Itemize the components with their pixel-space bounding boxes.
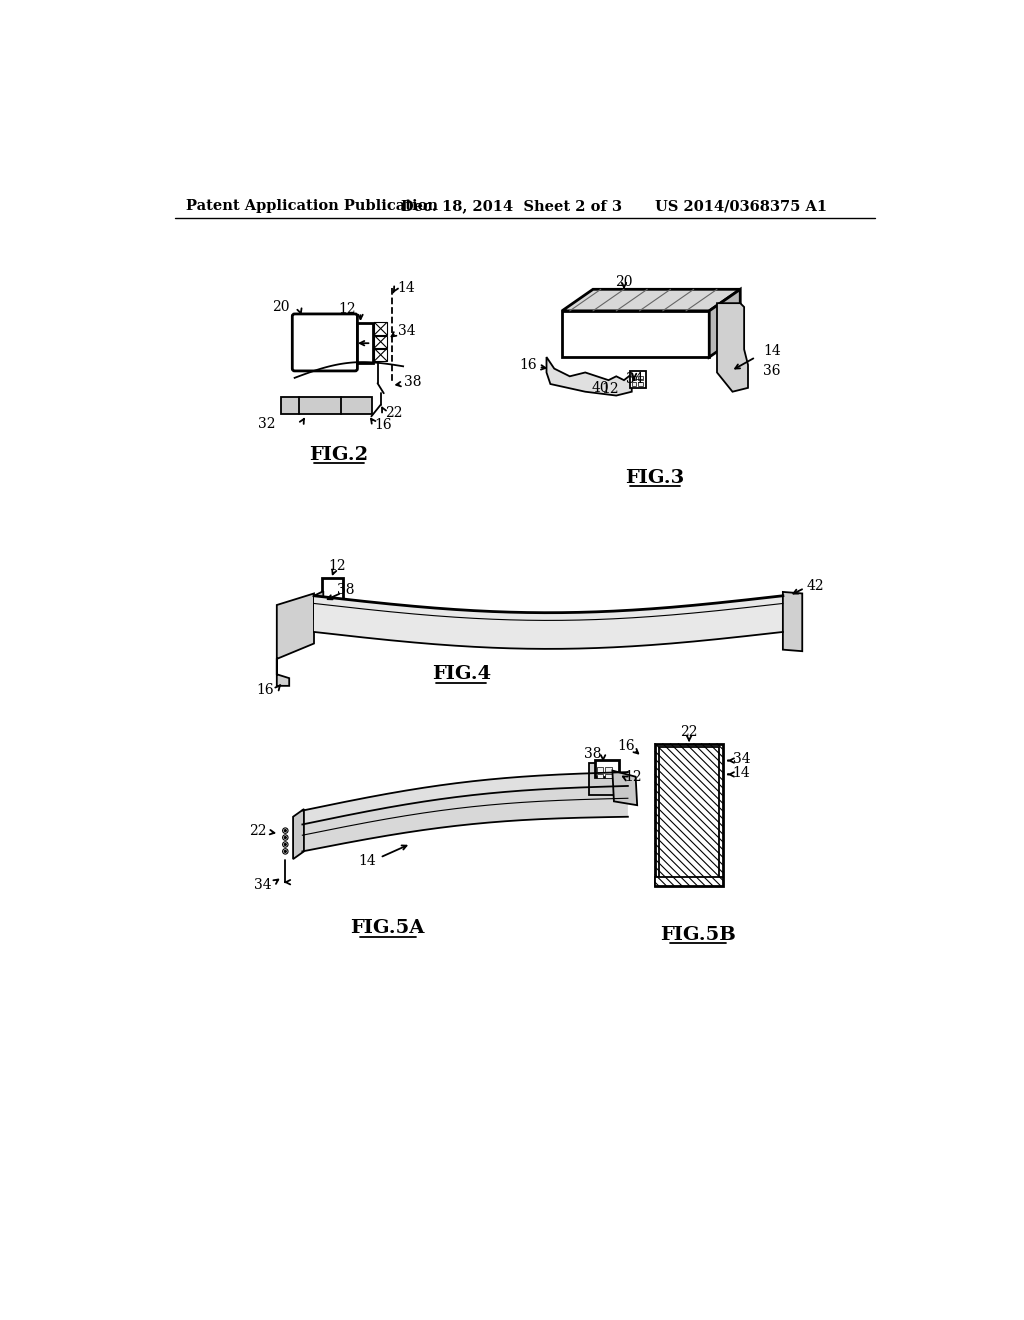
Text: US 2014/0368375 A1: US 2014/0368375 A1 [655,199,827,213]
Polygon shape [562,289,740,312]
Text: 16: 16 [617,739,635,752]
Polygon shape [302,772,628,825]
Text: 38: 38 [585,747,602,760]
Text: Patent Application Publication: Patent Application Publication [186,199,438,213]
Circle shape [283,849,288,854]
Text: 42: 42 [806,578,823,593]
Text: Dec. 18, 2014  Sheet 2 of 3: Dec. 18, 2014 Sheet 2 of 3 [400,199,622,213]
Bar [595,760,618,776]
Circle shape [285,850,287,853]
Text: 36: 36 [764,364,781,378]
Bar [281,397,372,414]
Polygon shape [314,591,324,619]
Bar [658,747,719,882]
Bar [632,376,636,380]
Bar [605,774,611,779]
Text: FIG.5A: FIG.5A [350,920,425,937]
Polygon shape [276,594,314,686]
Text: 34: 34 [398,323,416,338]
Polygon shape [612,771,637,805]
Bar [597,767,603,772]
Bar [638,381,643,387]
Text: 34: 34 [254,878,271,891]
Bar [589,763,616,795]
Polygon shape [710,289,740,358]
Text: 12: 12 [338,301,356,315]
Text: 14: 14 [397,281,416,294]
Text: 32: 32 [258,417,275,432]
Circle shape [285,843,287,845]
Text: 34: 34 [732,752,751,766]
Bar [375,335,387,348]
Text: 12: 12 [601,383,618,396]
Text: 16: 16 [375,418,392,432]
Polygon shape [562,312,710,358]
Bar [375,348,387,360]
Polygon shape [717,304,748,392]
Bar [655,743,723,886]
Text: FIG.3: FIG.3 [626,469,685,487]
Polygon shape [783,591,802,651]
Bar [638,376,643,380]
Bar [605,767,611,772]
Text: 20: 20 [271,300,289,314]
Text: 20: 20 [615,275,633,289]
Polygon shape [293,809,304,859]
Circle shape [283,828,288,833]
Text: 12: 12 [624,770,642,784]
Text: 22: 22 [249,824,266,838]
Bar [375,322,387,335]
FancyBboxPatch shape [292,314,357,371]
Bar [655,876,723,886]
Text: FIG.5B: FIG.5B [659,925,735,944]
Text: 16: 16 [519,358,537,372]
Circle shape [283,842,288,847]
Bar [597,774,603,779]
Text: 14: 14 [358,854,376,869]
Text: 22: 22 [385,407,402,420]
Bar [357,323,373,363]
Circle shape [285,837,287,838]
Text: 22: 22 [680,725,697,739]
Bar [630,371,646,388]
Bar [322,578,343,599]
Text: FIG.2: FIG.2 [309,446,369,463]
Text: 40: 40 [592,381,609,395]
Text: 14: 14 [764,345,781,358]
Text: 16: 16 [256,682,273,697]
Text: 38: 38 [403,375,422,388]
Polygon shape [547,358,632,396]
Circle shape [283,834,288,841]
Polygon shape [314,595,783,649]
Polygon shape [302,785,628,851]
Text: 12: 12 [328,560,345,573]
Text: 38: 38 [337,582,354,597]
Text: 34: 34 [627,372,644,385]
Text: FIG.4: FIG.4 [432,665,490,684]
Circle shape [285,830,287,832]
Text: 14: 14 [732,766,751,780]
Bar [632,381,636,387]
